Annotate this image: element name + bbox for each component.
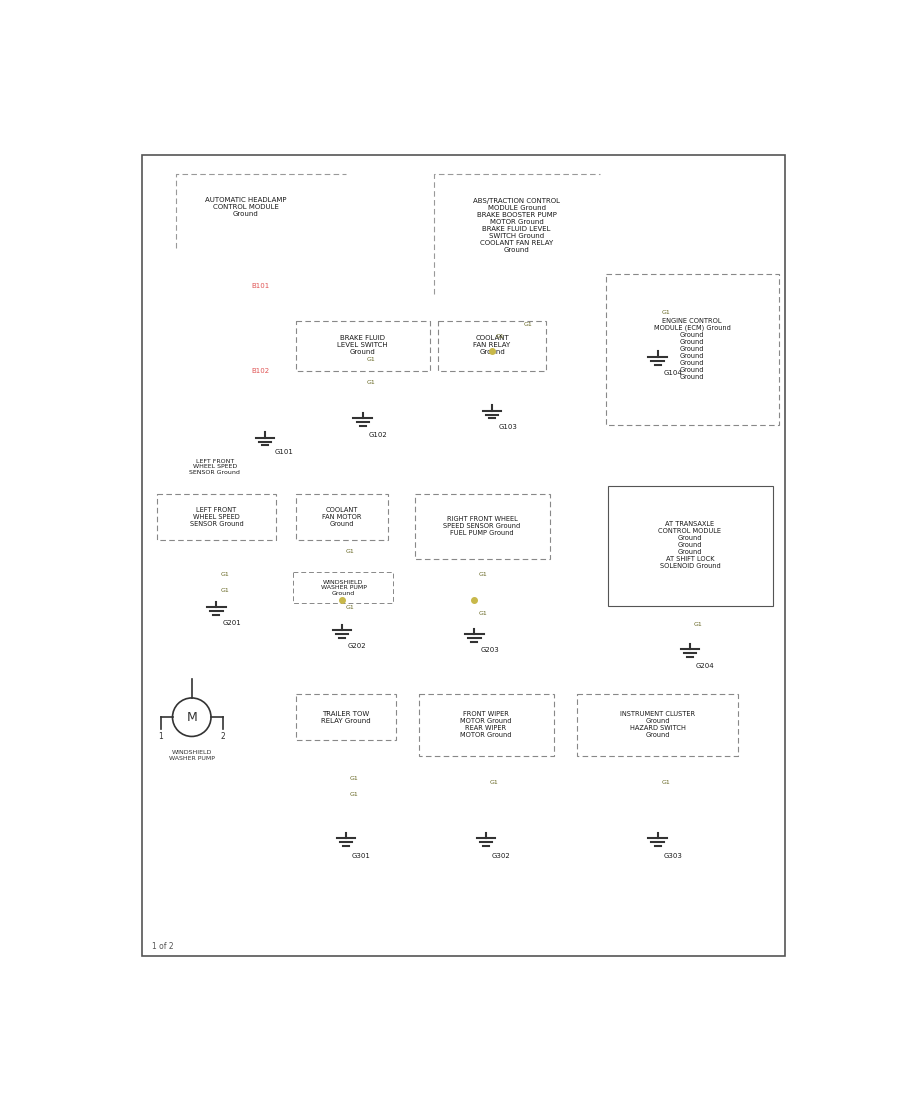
Text: G1: G1 — [490, 780, 499, 785]
Bar — [296, 321, 430, 371]
Text: G1: G1 — [662, 780, 670, 785]
Bar — [415, 494, 550, 560]
Text: G203: G203 — [481, 647, 500, 653]
Text: 1: 1 — [158, 732, 163, 741]
Text: G1: G1 — [349, 792, 358, 796]
Text: G1: G1 — [478, 572, 487, 578]
Text: G104: G104 — [664, 370, 682, 376]
Text: ENGINE CONTROL
MODULE (ECM) Ground
Ground
Ground
Ground
Ground
Ground
Ground
Gro: ENGINE CONTROL MODULE (ECM) Ground Groun… — [653, 318, 731, 381]
Bar — [418, 694, 554, 756]
Bar — [293, 572, 393, 603]
Text: 2: 2 — [220, 732, 225, 741]
Bar — [296, 494, 388, 540]
Text: COOLANT
FAN MOTOR
Ground: COOLANT FAN MOTOR Ground — [322, 507, 362, 527]
Text: COOLANT
FAN RELAY
Ground: COOLANT FAN RELAY Ground — [473, 336, 510, 355]
Text: G204: G204 — [696, 662, 715, 669]
Text: AUTOMATIC HEADLAMP
CONTROL MODULE
Ground: AUTOMATIC HEADLAMP CONTROL MODULE Ground — [205, 197, 286, 217]
Text: G1: G1 — [478, 610, 487, 616]
Text: G103: G103 — [499, 424, 517, 430]
Text: G1: G1 — [366, 379, 375, 385]
Bar — [438, 321, 546, 371]
Text: 1 of 2: 1 of 2 — [152, 943, 174, 951]
Text: LEFT FRONT
WHEEL SPEED
SENSOR Ground: LEFT FRONT WHEEL SPEED SENSOR Ground — [190, 507, 243, 527]
Text: B102: B102 — [251, 367, 269, 374]
Text: G1: G1 — [694, 623, 703, 627]
Text: TRAILER TOW
RELAY Ground: TRAILER TOW RELAY Ground — [321, 711, 371, 724]
Text: WINDSHIELD
WASHER PUMP
Ground: WINDSHIELD WASHER PUMP Ground — [320, 580, 366, 596]
Text: LEFT FRONT
WHEEL SPEED
SENSOR Ground: LEFT FRONT WHEEL SPEED SENSOR Ground — [189, 459, 240, 475]
Bar — [158, 494, 276, 540]
Text: FRONT WIPER
MOTOR Ground
REAR WIPER
MOTOR Ground: FRONT WIPER MOTOR Ground REAR WIPER MOTO… — [460, 712, 511, 738]
Text: INSTRUMENT CLUSTER
Ground
HAZARD SWITCH
Ground: INSTRUMENT CLUSTER Ground HAZARD SWITCH … — [620, 712, 695, 738]
Text: G301: G301 — [352, 852, 371, 859]
Text: G1: G1 — [220, 587, 229, 593]
Text: G302: G302 — [492, 852, 511, 859]
Text: BRAKE FLUID
LEVEL SWITCH
Ground: BRAKE FLUID LEVEL SWITCH Ground — [338, 336, 388, 355]
Text: G1: G1 — [662, 310, 670, 316]
Text: G1: G1 — [496, 333, 505, 339]
Text: G1: G1 — [524, 322, 533, 327]
Text: M: M — [186, 711, 197, 724]
Text: B101: B101 — [251, 283, 269, 289]
Bar — [606, 275, 779, 425]
Text: G1: G1 — [220, 572, 229, 578]
Text: ABS/TRACTION CONTROL
MODULE Ground
BRAKE BOOSTER PUMP
MOTOR Ground
BRAKE FLUID L: ABS/TRACTION CONTROL MODULE Ground BRAKE… — [473, 198, 560, 253]
Text: G202: G202 — [348, 644, 366, 649]
Bar — [296, 694, 396, 740]
Text: G101: G101 — [274, 449, 293, 454]
Text: G102: G102 — [369, 431, 388, 438]
Text: G1: G1 — [366, 356, 375, 362]
Text: WINDSHIELD
WASHER PUMP: WINDSHIELD WASHER PUMP — [169, 750, 215, 761]
Bar — [577, 694, 738, 756]
Bar — [608, 486, 773, 605]
Text: RIGHT FRONT WHEEL
SPEED SENSOR Ground
FUEL PUMP Ground: RIGHT FRONT WHEEL SPEED SENSOR Ground FU… — [444, 516, 521, 536]
Text: AT TRANSAXLE
CONTROL MODULE
Ground
Ground
Ground
AT SHIFT LOCK
SOLENOID Ground: AT TRANSAXLE CONTROL MODULE Ground Groun… — [659, 521, 722, 570]
Text: G303: G303 — [664, 852, 682, 859]
Text: G1: G1 — [346, 549, 355, 554]
Text: G1: G1 — [346, 605, 355, 610]
Text: G201: G201 — [222, 620, 241, 626]
Text: G1: G1 — [349, 777, 358, 781]
